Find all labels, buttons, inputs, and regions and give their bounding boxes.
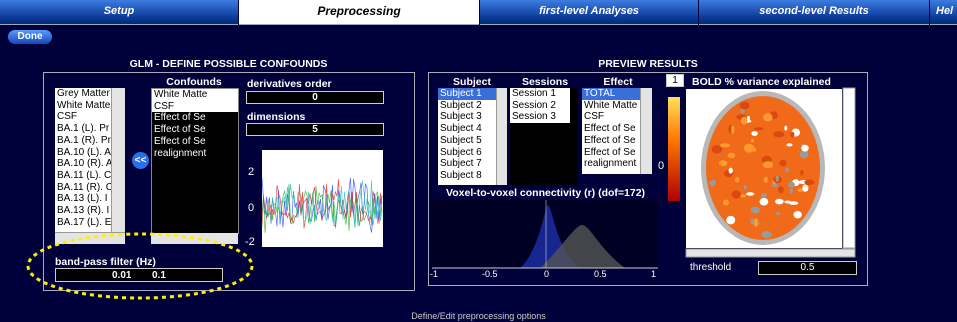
list-item[interactable]: White Matte xyxy=(152,89,238,101)
conn-window: Setup Preprocessing first-level Analyses… xyxy=(0,0,957,322)
list-item[interactable]: Effect of Se xyxy=(152,124,238,136)
histogram-tick-label: 1 xyxy=(651,269,656,279)
histogram-tick-label: -1 xyxy=(430,269,438,279)
list-item[interactable]: CSF xyxy=(152,101,238,113)
scrollbar[interactable] xyxy=(151,233,238,244)
tab-active[interactable]: Preprocessing xyxy=(239,0,479,25)
list-item[interactable]: Effect of Se xyxy=(582,147,640,159)
map-title: BOLD % variance explained xyxy=(692,76,831,88)
plot-tick-label: -2 xyxy=(245,236,255,248)
scrollbar[interactable] xyxy=(111,88,125,232)
plot-tick-label: 2 xyxy=(248,166,254,178)
histogram-tick-label: 0.5 xyxy=(594,269,607,279)
list-item[interactable]: Subject 6 xyxy=(438,147,496,159)
panel-title: PREVIEW RESULTS xyxy=(428,58,868,70)
list-item[interactable]: Effect of Se xyxy=(152,136,238,148)
tab[interactable]: second-level Results xyxy=(699,0,929,25)
tab[interactable]: Setup xyxy=(0,0,238,25)
done-button[interactable]: Done xyxy=(8,30,52,44)
field-label: threshold xyxy=(690,262,731,273)
list-item[interactable]: Subject 7 xyxy=(438,158,496,170)
list-item[interactable]: Subject 2 xyxy=(438,100,496,112)
list-header: Confounds xyxy=(151,76,237,88)
scrollbar[interactable] xyxy=(496,88,507,185)
list-header: Effect xyxy=(582,76,654,88)
list-item[interactable]: Subject 8 xyxy=(438,170,496,182)
tab[interactable]: Hel xyxy=(930,0,957,25)
histogram-legend: original xyxy=(565,221,597,232)
bandpass-high: 0.1 xyxy=(152,270,166,281)
histogram-title: Voxel-to-voxel connectivity (r) (dof=172… xyxy=(446,187,645,199)
list-item[interactable]: Subject 5 xyxy=(438,135,496,147)
colorbar-label: 0 xyxy=(658,160,664,172)
list-item[interactable]: realignment xyxy=(152,148,238,160)
list-item[interactable]: Subject 1 xyxy=(438,88,496,100)
histogram-tick-label: -0.5 xyxy=(482,269,498,279)
status-bar: Define/Edit preprocessing options xyxy=(0,311,957,321)
list-item[interactable]: Session 3 xyxy=(510,111,570,123)
plot-tick-label: 0 xyxy=(248,202,254,214)
list-item[interactable]: realignment xyxy=(582,158,640,170)
threshold-input[interactable]: 0.5 xyxy=(758,261,857,275)
list-header: Subject xyxy=(438,76,506,88)
bandpass-low: 0.01 xyxy=(112,270,131,281)
bandpass-input[interactable] xyxy=(55,268,223,282)
list-item[interactable]: Effect of Se xyxy=(582,135,640,147)
add-button[interactable]: << xyxy=(132,152,149,169)
histogram-tick-label: 0 xyxy=(544,269,549,279)
list-item[interactable]: White Matte xyxy=(582,100,640,112)
scrollbar[interactable] xyxy=(640,88,652,174)
derivatives-input[interactable]: 0 xyxy=(246,91,384,104)
list-item[interactable]: TOTAL xyxy=(582,88,640,100)
slice-input[interactable]: 1 xyxy=(666,74,684,87)
list-item[interactable]: CSF xyxy=(582,111,640,123)
list-item[interactable]: Session 1 xyxy=(510,88,570,100)
list-item[interactable]: Effect of Se xyxy=(582,123,640,135)
dimensions-input[interactable]: 5 xyxy=(246,123,384,136)
panel-title: GLM - DEFINE POSSIBLE CONFOUNDS xyxy=(43,58,414,70)
field-label: band-pass filter (Hz) xyxy=(55,256,156,268)
list-header: Sessions xyxy=(510,76,580,88)
tab[interactable]: first-level Analyses xyxy=(480,0,698,25)
list-item[interactable]: Session 2 xyxy=(510,100,570,112)
list-item[interactable]: Effect of Se xyxy=(152,112,238,124)
list-item[interactable]: Subject 3 xyxy=(438,111,496,123)
scrollbar[interactable] xyxy=(55,232,125,244)
field-label: derivatives order xyxy=(247,78,332,90)
list-item[interactable]: Subject 4 xyxy=(438,123,496,135)
field-label: dimensions xyxy=(247,111,305,123)
